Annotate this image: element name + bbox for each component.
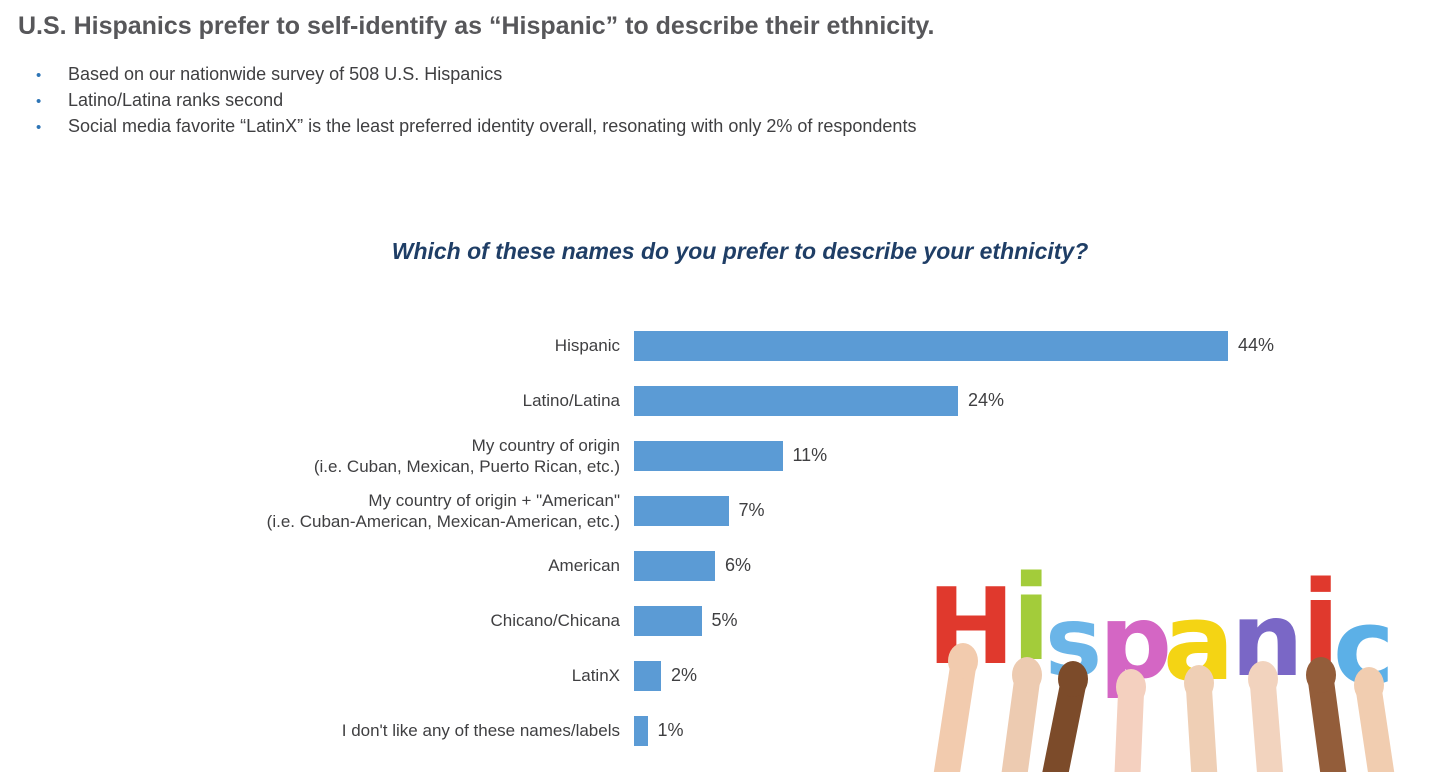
bar — [634, 660, 661, 691]
bar — [634, 330, 1228, 361]
category-label-line: (i.e. Cuban, Mexican, Puerto Rican, etc.… — [313, 456, 620, 476]
data-label: 11% — [792, 445, 828, 465]
category-label-line: LatinX — [571, 666, 620, 685]
chart-row: Latino/Latina 24% — [0, 373, 1274, 428]
chart-title: Which of these names do you prefer to de… — [391, 238, 1089, 264]
data-label: 2% — [671, 665, 698, 685]
category-label: Hispanic — [0, 335, 620, 356]
bullet-text: Based on our nationwide survey of 508 U.… — [68, 64, 503, 84]
chart-row: LatinX 2% — [0, 648, 1274, 703]
data-label: 6% — [725, 555, 752, 575]
bullet-text: Latino/Latina ranks second — [68, 90, 284, 110]
bullet-item: • Social media favorite “LatinX” is the l… — [36, 114, 916, 140]
category-label-line: (i.e. Cuban-American, Mexican-American, … — [266, 511, 620, 531]
category-label: My country of origin (i.e. Cuban, Mexican… — [0, 435, 620, 477]
category-label-line: Hispanic — [554, 336, 620, 355]
hand-shape — [1306, 657, 1336, 693]
bar — [634, 715, 648, 746]
category-label: LatinX — [0, 665, 620, 686]
data-label: 5% — [711, 610, 738, 630]
category-label-line: I don't like any of these names/labels — [341, 721, 620, 740]
hand-shape — [1184, 665, 1214, 701]
bullet-dot-icon: • — [36, 93, 42, 110]
chart-row: Chicano/Chicana 5% — [0, 593, 1274, 648]
photo-arm-hand — [1042, 661, 1088, 772]
arm-shape — [933, 654, 976, 772]
bullet-dot-icon: • — [36, 119, 42, 136]
data-label: 44% — [1238, 335, 1275, 355]
photo-arm-hand — [1248, 661, 1284, 772]
category-label-line: Latino/Latina — [522, 391, 620, 410]
data-label: 1% — [657, 720, 684, 740]
chart-row: My country of origin (i.e. Cuban, Mexican… — [0, 428, 1274, 483]
arm-shape — [1356, 678, 1395, 772]
category-label: American — [0, 555, 620, 576]
hand-shape — [1058, 661, 1088, 697]
arm-shape — [1042, 672, 1086, 772]
chart-row: American 6% — [0, 538, 1274, 593]
hand-shape — [948, 643, 978, 679]
hand-shape — [1248, 661, 1278, 697]
bullet-text: Social media favorite “LatinX” is the le… — [68, 116, 917, 136]
photo-arm-hand — [1001, 657, 1042, 772]
bar — [634, 385, 958, 416]
category-label: Chicano/Chicana — [0, 610, 620, 631]
category-label-line: My country of origin + "American" — [368, 490, 620, 510]
bar — [634, 605, 702, 636]
data-label: 24% — [968, 390, 1005, 410]
bullet-item: • Latino/Latina ranks second — [36, 88, 916, 114]
photo-arm-hand — [933, 643, 978, 772]
bullet-dot-icon: • — [36, 67, 42, 84]
arm-shape — [1308, 668, 1347, 772]
bar — [634, 550, 715, 581]
chart-row: I don't like any of these names/labels 1% — [0, 703, 1274, 758]
bullet-item: • Based on our nationwide survey of 508 U… — [36, 62, 916, 88]
arm-shape — [1114, 680, 1144, 772]
chart-row: My country of origin + "American" (i.e. C… — [0, 483, 1274, 538]
category-label: My country of origin + "American" (i.e. C… — [0, 490, 620, 532]
chart-row: Hispanic 44% — [0, 318, 1274, 373]
category-label: I don't like any of these names/labels — [0, 720, 620, 741]
category-label-line: American — [548, 556, 620, 575]
page-title: U.S. Hispanics prefer to self-identify a… — [18, 12, 935, 40]
category-label-line: My country of origin — [471, 435, 620, 455]
bullet-list: • Based on our nationwide survey of 508 U… — [36, 62, 916, 140]
arm-shape — [1186, 676, 1218, 772]
hand-shape — [1116, 669, 1146, 705]
data-label: 7% — [738, 500, 765, 520]
hand-shape — [1012, 657, 1042, 693]
arm-shape — [1001, 668, 1040, 772]
arm-shape — [1250, 672, 1284, 772]
category-label: Latino/Latina — [0, 390, 620, 411]
hand-shape — [1354, 667, 1384, 703]
photo-arm-hand — [1114, 669, 1146, 772]
bar — [634, 440, 783, 471]
hands-holding-hispanic-letters-photo: Hispanic — [927, 549, 1395, 772]
bar — [634, 495, 729, 526]
photo-arm-hand — [1354, 667, 1395, 772]
photo-arm-hand — [1184, 665, 1218, 772]
category-label-line: Chicano/Chicana — [490, 611, 620, 630]
bar-chart: Hispanic 44% Latino/Latina 24% My country of… — [0, 318, 1274, 758]
photo-arm-hand — [1306, 657, 1347, 772]
